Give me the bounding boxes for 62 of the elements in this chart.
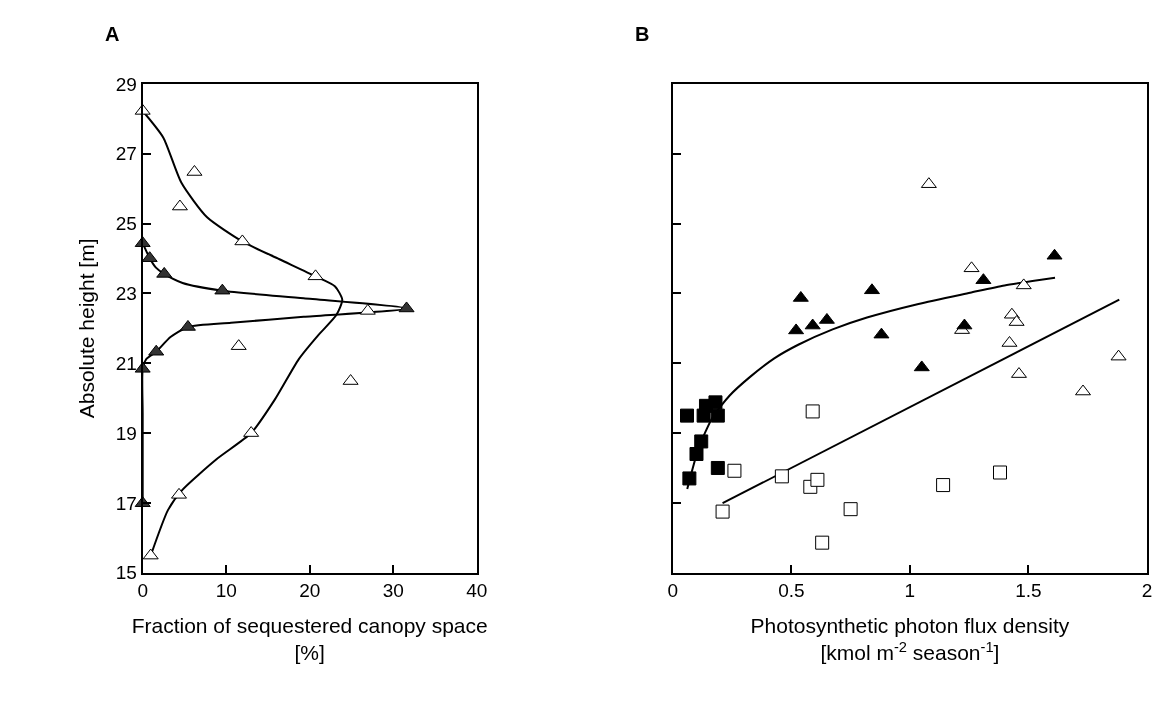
x-tick-label: 1.5 bbox=[1015, 580, 1042, 602]
point bbox=[913, 360, 930, 372]
point bbox=[805, 404, 820, 419]
x-tick-label: 20 bbox=[299, 580, 321, 602]
point bbox=[156, 266, 173, 278]
y-axis-title: Absolute height [m] bbox=[75, 238, 99, 419]
point bbox=[680, 408, 695, 423]
point bbox=[715, 504, 730, 519]
x-tick-label: 10 bbox=[215, 580, 237, 602]
point bbox=[171, 199, 188, 211]
point bbox=[993, 465, 1008, 480]
y-tick-label: 27 bbox=[115, 143, 137, 165]
point bbox=[727, 463, 742, 478]
point bbox=[148, 344, 165, 356]
chart-title: A bbox=[105, 23, 120, 45]
x-axis-title: Fraction of sequestered canopy space [%] bbox=[131, 614, 488, 665]
point bbox=[710, 460, 725, 475]
point bbox=[1110, 349, 1127, 361]
x-tick-label: 0.5 bbox=[778, 580, 805, 602]
x-tick-label: 1 bbox=[904, 580, 916, 602]
x-tick-label: 30 bbox=[382, 580, 404, 602]
point bbox=[873, 327, 890, 339]
point bbox=[398, 301, 415, 313]
point bbox=[214, 283, 231, 295]
point bbox=[774, 469, 789, 484]
x-tick-label: 0 bbox=[667, 580, 679, 602]
point bbox=[1046, 248, 1063, 260]
point bbox=[936, 478, 951, 493]
y-tick-label: 15 bbox=[115, 562, 137, 584]
x-axis-title: Photosynthetic photon flux density [kmol m$^{-2}$ season$^{-1}$] bbox=[750, 614, 1070, 665]
point bbox=[179, 319, 196, 331]
point bbox=[963, 261, 980, 273]
point bbox=[234, 234, 251, 246]
point bbox=[863, 283, 880, 295]
point bbox=[815, 535, 830, 550]
point bbox=[682, 471, 697, 486]
point bbox=[710, 408, 725, 423]
y-tick-label: 29 bbox=[115, 73, 137, 95]
y-tick-label: 19 bbox=[115, 422, 137, 444]
point bbox=[818, 312, 835, 324]
point bbox=[956, 318, 973, 330]
point bbox=[792, 290, 809, 302]
x-tick-label: 0 bbox=[137, 580, 148, 602]
point bbox=[708, 395, 723, 410]
point bbox=[689, 447, 704, 462]
x-tick-label: 40 bbox=[466, 580, 488, 602]
point bbox=[359, 303, 376, 315]
point bbox=[810, 472, 825, 487]
point bbox=[186, 164, 203, 176]
x-tick-label: 2 bbox=[1141, 580, 1153, 602]
y-tick-label: 23 bbox=[115, 283, 137, 305]
point bbox=[804, 318, 821, 330]
chart-title: B bbox=[635, 23, 650, 45]
point bbox=[307, 269, 324, 281]
y-tick-label: 25 bbox=[115, 213, 137, 235]
point bbox=[843, 502, 858, 517]
point bbox=[788, 323, 805, 335]
point bbox=[142, 548, 159, 560]
y-tick-label: 17 bbox=[115, 492, 137, 514]
point bbox=[694, 434, 709, 449]
point bbox=[1015, 278, 1032, 290]
y-tick-label: 21 bbox=[115, 352, 137, 374]
